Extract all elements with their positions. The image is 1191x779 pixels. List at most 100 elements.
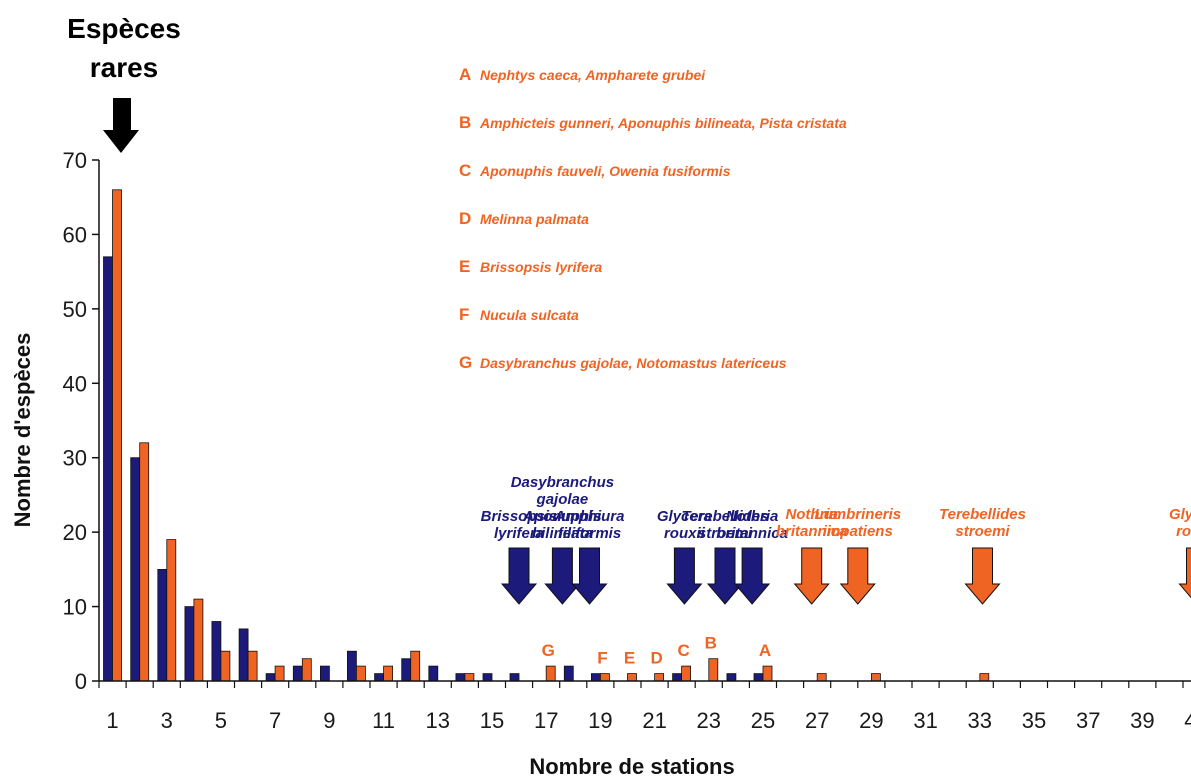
legend-text-G: Dasybranchus gajolae, Notomastus lateric… (480, 355, 787, 371)
bar-blue-24 (726, 673, 737, 682)
legend-text-A: Nephtys caeca, Ampharete grubei (480, 67, 706, 83)
x-tick-label-31: 31 (913, 708, 937, 733)
x-axis-title: Nombre de stations (529, 754, 734, 779)
x-tick-label-17: 17 (534, 708, 558, 733)
x-tick-label-35: 35 (1022, 708, 1046, 733)
bar-blue-10 (346, 650, 357, 682)
species-label-5-0: Nothria (726, 508, 779, 525)
bar-blue-5 (211, 621, 222, 682)
bar-blue-11 (374, 673, 385, 682)
legend-text-F: Nucula sulcata (480, 307, 579, 323)
bar-blue-2 (130, 457, 141, 682)
species-arrow-icon-4 (706, 547, 744, 605)
bar-blue-18 (563, 665, 574, 682)
species-label-1-3: bilineata (532, 525, 593, 542)
species-label-1-1: gajolae (536, 491, 589, 508)
bar-orange-8 (301, 658, 312, 682)
bar-orange-7 (274, 665, 285, 682)
species-label-1-0: Dasybranchus (511, 474, 614, 491)
bar-orange-27 (816, 673, 827, 682)
x-tick-label-33: 33 (968, 708, 992, 733)
bar-blue-4 (184, 606, 195, 682)
bar-orange-17 (545, 665, 556, 682)
species-arrow-icon-5 (734, 547, 771, 605)
x-tick-label-19: 19 (588, 708, 612, 733)
bar-blue-7 (265, 673, 276, 682)
x-tick-label-37: 37 (1076, 708, 1100, 733)
bar-orange-4 (193, 598, 204, 682)
bar-letter-G: G (542, 641, 555, 660)
x-tick-label-41: 41 (1184, 708, 1191, 733)
species-label-3-1: rouxii (664, 525, 706, 542)
x-tick-label-39: 39 (1130, 708, 1154, 733)
rare-species-label-line1: Espèces (67, 13, 181, 44)
x-tick-label-21: 21 (642, 708, 666, 733)
y-tick-label-40: 40 (63, 371, 87, 396)
species-label-8-0: Terebellides (939, 506, 1026, 523)
species-arrow-icon-7 (839, 547, 876, 605)
bar-orange-2 (139, 442, 150, 682)
legend-text-D: Melinna palmata (480, 211, 589, 227)
legend-letter-C: C (459, 161, 471, 180)
legend-letter-A: A (459, 65, 471, 84)
y-tick-label-30: 30 (63, 446, 87, 471)
species-arrow-icon-9 (1178, 547, 1191, 599)
bar-orange-1 (112, 189, 122, 682)
legend: A Nephtys caeca, Ampharete grubei B Amphict… (459, 65, 847, 372)
bar-blue-6 (238, 628, 249, 682)
bar-blue-14 (455, 673, 466, 682)
bar-orange-29 (871, 673, 881, 682)
y-tick-label-50: 50 (63, 297, 87, 322)
bar-orange-14 (464, 673, 475, 682)
rare-species-label-line2: rares (90, 52, 159, 83)
species-label-9-0: Glycera (1169, 506, 1191, 523)
bar-letter-A: A (759, 641, 771, 660)
bar-orange-21 (654, 673, 664, 682)
species-label-5-1: britannica (716, 525, 788, 542)
species-arrow-icon-3 (666, 547, 703, 605)
bar-blue-19 (591, 673, 601, 682)
bar-orange-5 (220, 650, 231, 682)
x-tick-label-15: 15 (480, 708, 504, 733)
bar-letter-D: D (650, 649, 662, 668)
bar-orange-20 (627, 673, 637, 682)
bar-blue-3 (157, 569, 168, 682)
species-arrow-icon-2 (571, 547, 608, 605)
bar-orange-23 (708, 658, 719, 682)
x-tick-label-1: 1 (106, 708, 118, 733)
bars-layer (103, 189, 990, 682)
y-tick-label-20: 20 (63, 520, 87, 545)
species-label-3-0: Glycera (657, 508, 712, 525)
species-label-2-1: filiformis (558, 525, 621, 542)
bar-orange-25 (762, 665, 773, 682)
bar-blue-12 (401, 658, 412, 682)
bar-blue-1 (103, 256, 113, 682)
legend-letter-D: D (459, 209, 471, 228)
bar-blue-25 (753, 673, 764, 682)
species-label-6-0: Nothria (785, 506, 838, 523)
bar-blue-8 (292, 665, 303, 682)
x-tick-label-29: 29 (859, 708, 883, 733)
species-label-2-0: Amphiura (553, 508, 624, 525)
bar-orange-19 (600, 673, 610, 682)
legend-letter-B: B (459, 113, 471, 132)
x-tick-label-11: 11 (372, 708, 395, 733)
species-label-0-1: lyrifera (494, 525, 544, 542)
x-tick-label-23: 23 (697, 708, 721, 733)
species-arrow-icon-8 (964, 547, 1001, 605)
legend-text-E: Brissopsis lyrifera (480, 259, 602, 275)
legend-text-B: Amphicteis gunneri, Aponuphis bilineata,… (479, 115, 847, 131)
species-label-8-1: stroemi (955, 523, 1010, 540)
bar-letter-B: B (705, 634, 717, 653)
bar-orange-22 (681, 665, 691, 682)
x-tick-label-5: 5 (215, 708, 227, 733)
bar-blue-16 (509, 673, 520, 682)
species-arrow-icon-0 (500, 547, 538, 605)
bar-orange-10 (355, 665, 366, 682)
y-tick-label-70: 70 (63, 148, 87, 173)
y-axis-title: Nombre d'espèces (10, 333, 35, 528)
species-label-9-1: rouxii (1176, 523, 1191, 540)
